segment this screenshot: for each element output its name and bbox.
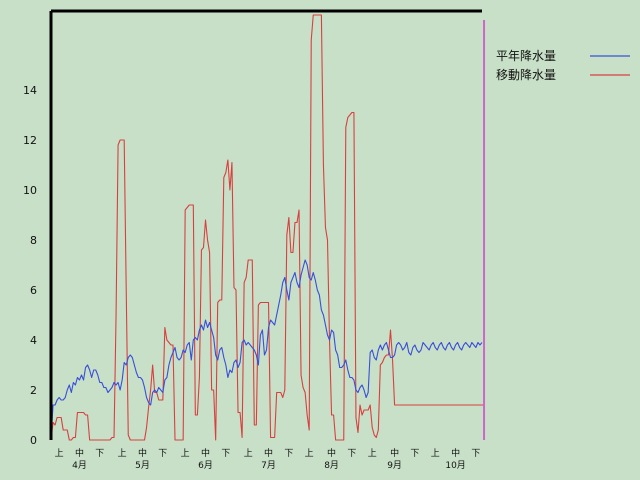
x-tick-label: 下 [471, 449, 480, 459]
y-tick-label: 0 [30, 434, 37, 447]
series-line-1 [51, 14, 484, 441]
x-tick-label: 下 [158, 449, 167, 459]
y-tick-label: 6 [30, 284, 37, 297]
x-tick-label: 上 [118, 448, 127, 459]
x-tick-label: 中 [201, 447, 210, 459]
x-month-label: 5月 [135, 460, 150, 471]
y-tick-label: 2 [30, 384, 37, 397]
x-tick-label: 下 [95, 449, 104, 459]
legend-label: 平年降水量 [496, 49, 556, 63]
x-tick-label: 中 [390, 447, 399, 459]
x-tick-label: 上 [55, 448, 64, 459]
x-tick-label: 中 [75, 447, 84, 459]
y-axis-ticks: 0 2 4 6 8 10 12 14 [23, 84, 37, 447]
x-month-label: 7月 [261, 460, 276, 471]
x-tick-label: 中 [138, 447, 147, 459]
x-tick-label: 中 [327, 447, 336, 459]
y-tick-label: 4 [30, 334, 37, 347]
x-month-label: 8月 [324, 460, 339, 471]
series-layer [51, 14, 484, 441]
x-month-label: 6月 [198, 460, 213, 471]
series-line-0 [51, 259, 483, 441]
y-tick-label: 12 [23, 134, 37, 147]
y-tick-label: 10 [23, 184, 37, 197]
x-tick-label: 中 [264, 447, 273, 459]
x-tick-label: 下 [284, 449, 293, 459]
x-tick-label: 上 [431, 448, 440, 459]
x-month-label: 10月 [445, 460, 465, 471]
x-axis-ticks: 上中下上中下上中下上中下上中下上中下上中下4月 5月 6月 7月 8月 9月 10月 [55, 447, 481, 471]
legend-label: 移動降水量 [496, 68, 556, 82]
x-tick-label: 下 [221, 449, 230, 459]
y-tick-label: 14 [23, 84, 37, 97]
x-tick-label: 上 [305, 448, 314, 459]
x-month-label: 9月 [387, 460, 402, 471]
x-tick-label: 中 [451, 447, 460, 459]
y-tick-label: 8 [30, 234, 37, 247]
x-tick-label: 下 [347, 449, 356, 459]
x-tick-label: 下 [410, 449, 419, 459]
x-tick-label: 上 [368, 448, 377, 459]
x-month-label: 4月 [72, 460, 87, 471]
x-tick-label: 上 [244, 448, 253, 459]
x-tick-label: 上 [181, 448, 190, 459]
